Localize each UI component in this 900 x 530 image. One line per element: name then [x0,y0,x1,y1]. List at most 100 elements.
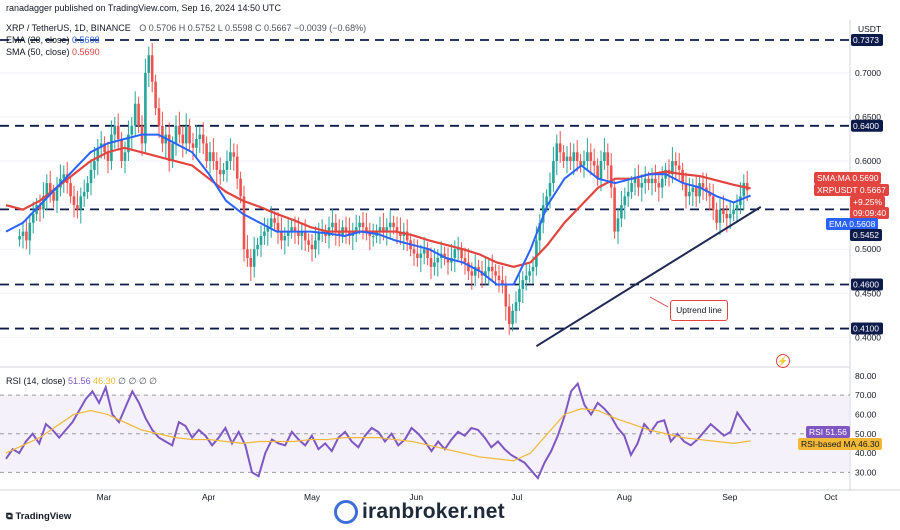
candle-body [150,55,154,82]
rsi-ma-line [5,408,751,462]
time-tick-label: Sep [722,492,737,502]
candle-body [266,227,270,232]
candle-body [698,183,701,197]
level-tag-label: 0.4100 [853,324,879,334]
price-tick-label: 0.6500 [855,112,881,122]
candle-body [62,174,66,179]
candle-body [334,222,338,232]
candle-body [76,205,79,210]
moving-averages [5,133,751,286]
candle-body [671,161,674,175]
candle-body [705,187,708,192]
candle-body [249,258,253,267]
candle-body [79,196,83,210]
candle-body [269,218,273,228]
candle-body [433,262,436,267]
candle-body [514,302,518,311]
candle-body [388,222,392,228]
candle-body [429,258,433,267]
candle-body [504,284,508,307]
alert-icon[interactable]: ⚡ [776,354,790,368]
candle-body [718,209,722,223]
time-tick-label: Mar [97,492,112,502]
candle-body [606,152,610,166]
xrp-price-tag: XRPUSDT 0.5667 [814,184,889,196]
candle-body [694,187,698,197]
time-tick-label: Aug [617,492,632,502]
candle-body [130,125,134,135]
candle-body [521,280,525,289]
rsi-tick-label: 60.00 [855,409,877,419]
price-tick-label: 0.7000 [855,68,881,78]
candle-body [586,152,589,162]
candle-body [426,249,429,259]
candle-body [643,178,647,184]
candle-body [205,143,208,162]
candle-body [188,125,191,144]
candle-body [507,306,511,325]
candle-body [654,178,657,184]
level-tag-box [851,119,883,132]
candle-body [711,196,715,210]
candle-body [399,231,402,236]
price-tick-label: 0.4000 [855,332,881,342]
tradingview-logo[interactable]: ⧉ TradingView [6,511,71,522]
symbol-line: XRP / TetherUS, 1D, BINANCE O 0.5706 H 0… [6,23,366,33]
candle-body [96,147,100,162]
ema-legend-label: EMA (20, close) [6,35,70,45]
candle-body [167,134,171,162]
candle-body [620,205,623,219]
candle-body [89,169,93,184]
watermark-text: iranbroker.net [362,500,505,523]
rsi-legend-extra: ∅ ∅ ∅ ∅ [118,376,158,386]
watermark-logo-icon [334,500,358,524]
rsi-tick-label: 80.00 [855,371,877,381]
candle-body [93,161,96,170]
candle-body [144,72,147,144]
candle-body [511,310,514,325]
candle-body [470,271,474,276]
sma-legend-label: SMA (50, close) [6,47,70,57]
candle-body [69,183,72,197]
candle-body [106,152,110,162]
candle-body [28,222,32,241]
candle-body [21,231,25,236]
candle-body [626,191,630,197]
candle-body [276,222,280,232]
symbol-title[interactable]: XRP / TetherUS, 1D, BINANCE [6,23,131,33]
candle-body [229,152,232,162]
publisher-text: ranadagger published on TradingView.com,… [6,3,282,13]
candle-body [113,125,117,135]
candle-body [116,125,120,140]
candle-body [18,235,21,240]
candle-body [501,280,504,285]
uptrend-line [535,206,762,348]
candle-body [535,240,538,267]
candle-body [225,161,229,170]
candle-body [86,183,89,192]
candle-body [684,183,688,197]
rsi-legend[interactable]: RSI (14, close) 51.56 46.30 ∅ ∅ ∅ ∅ [6,376,157,387]
candle-body [647,178,650,184]
level-tag-label: 0.6400 [853,121,879,131]
candle-body [31,213,35,223]
candle-body [191,143,195,148]
candle-body [232,152,236,157]
candle-body [55,187,59,201]
candle-body [463,258,467,263]
candle-body [195,139,198,148]
candle-body [395,227,399,232]
candle-body [259,235,263,245]
sma-legend[interactable]: SMA (50, close) 0.5690 [6,47,100,57]
candle-body [681,169,684,184]
candle-body [603,152,606,162]
price-tick-label: 0.6000 [855,156,881,166]
candle-body [235,156,239,179]
level-tag-box [851,278,883,291]
candle-body [286,231,290,236]
price-grid [0,72,850,368]
rsi-ma-tag: RSI-based MA 46.30 [798,438,883,450]
ema-legend[interactable]: EMA (20, close) 0.5608 [6,35,100,45]
candle-body [198,134,202,140]
candle-body [307,240,310,245]
